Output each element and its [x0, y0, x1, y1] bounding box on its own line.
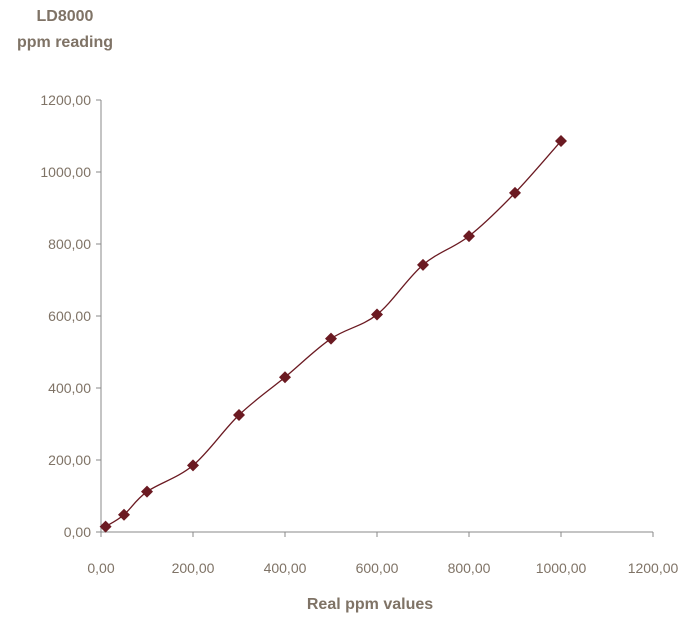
y-tick-label: 1000,00 [40, 164, 91, 180]
y-tick-label: 1200,00 [40, 92, 91, 108]
data-point-diamond [279, 371, 291, 384]
x-tick-label: 600,00 [356, 560, 399, 576]
data-point-diamond [417, 258, 429, 271]
x-tick-label: 800,00 [448, 560, 491, 576]
data-point-diamond [99, 520, 112, 533]
y-tick-label: 800,00 [48, 236, 91, 252]
x-tick-label: 1200,00 [628, 560, 679, 576]
data-point-diamond [371, 308, 383, 321]
data-point-diamond [118, 508, 130, 521]
x-tick-label: 0,00 [87, 560, 114, 576]
data-point-diamond [555, 135, 567, 148]
y-tick-label: 200,00 [48, 452, 91, 468]
data-point-diamond [325, 332, 337, 345]
tick-labels: 0,00 200,00 400,00 600,00 800,00 1000,00 1200,… [40, 92, 678, 576]
x-tick-label: 200,00 [172, 560, 215, 576]
data-point-diamond [187, 459, 199, 472]
x-axis-label: Real ppm values [306, 596, 434, 613]
y-tick-label: 400,00 [48, 380, 91, 396]
data-point-diamond [463, 230, 475, 243]
y-axis-label-line-2: ppm reading [16, 34, 113, 51]
y-tick-label: 0,00 [64, 524, 91, 540]
y-axis-label-line-1: LD8000 [36, 8, 94, 25]
data-point-diamond [509, 186, 521, 199]
axes [96, 99, 654, 537]
data-points [99, 135, 567, 533]
x-tick-label: 400,00 [264, 560, 307, 576]
data-point-diamond [141, 485, 153, 498]
series-line [105, 140, 562, 528]
data-point-diamond [233, 409, 245, 421]
y-tick-label: 600,00 [48, 308, 91, 324]
x-tick-label: 1000,00 [536, 560, 587, 576]
